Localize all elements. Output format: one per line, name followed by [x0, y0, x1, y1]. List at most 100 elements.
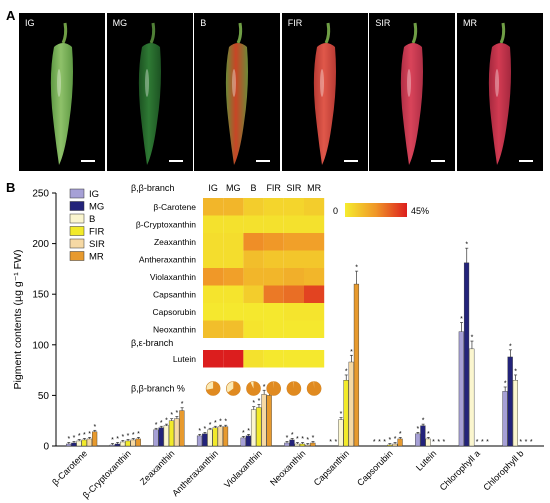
- legend-swatch-fir: [69, 226, 85, 236]
- heatmap-cell: [263, 215, 284, 233]
- significance-mark: *: [127, 433, 130, 440]
- heatmap-cell: [223, 320, 244, 338]
- heatmap-column-label: B: [250, 183, 256, 193]
- x-tick-label: Chlorophyll b: [481, 448, 525, 492]
- not-detected-mark: *: [378, 439, 381, 446]
- heatmap-cell: [263, 350, 284, 368]
- heatmap-cell: [203, 233, 224, 251]
- bar-b: [512, 380, 518, 447]
- significance-mark: *: [224, 419, 227, 426]
- significance-mark: *: [83, 432, 86, 439]
- significance-mark: *: [422, 418, 425, 425]
- pie-slice: [307, 381, 322, 396]
- pie-slice: [227, 381, 241, 396]
- x-tick-label: Capsorubin: [355, 448, 395, 488]
- bar-mg: [158, 427, 164, 447]
- heatmap-cell: [203, 285, 224, 303]
- significance-mark: *: [116, 436, 119, 443]
- significance-mark: *: [121, 434, 124, 441]
- heatmap-cell: [283, 233, 304, 251]
- pepper-photo-sir: SIR: [369, 13, 456, 171]
- heatmap-column-label: IG: [208, 183, 218, 193]
- significance-mark: *: [389, 437, 392, 444]
- bar-sir: [348, 361, 354, 447]
- legend-label: SIR: [89, 239, 105, 250]
- heatmap-cell: [263, 198, 284, 216]
- legend-swatch-sir: [69, 238, 85, 249]
- bar-sir: [261, 394, 267, 447]
- significance-mark: *: [258, 398, 261, 405]
- heatmap-cell: [263, 250, 284, 268]
- pie-slice: [286, 381, 301, 396]
- heatmap-cell: [283, 285, 304, 303]
- significance-mark: *: [176, 410, 179, 417]
- y-tick-label: 200: [32, 239, 49, 250]
- significance-mark: *: [170, 412, 173, 419]
- not-detected-mark: *: [334, 439, 337, 446]
- pepper-icon: [488, 22, 511, 165]
- bar-mr: [266, 395, 272, 447]
- pie-slice: [266, 381, 281, 396]
- heatmap-row-label: β-Carotene: [153, 202, 196, 212]
- bar-b: [163, 425, 169, 447]
- bar-mg: [289, 439, 295, 447]
- heatmap-cell: [304, 233, 325, 251]
- bar-ig: [153, 429, 159, 447]
- significance-mark: *: [427, 431, 430, 438]
- heatmap-cell: [304, 303, 325, 321]
- heatmap-cell: [304, 285, 325, 303]
- heatmap-cell: [263, 233, 284, 251]
- bar-mg: [114, 443, 121, 447]
- heatmap-row-label: β-Cryptoxanthin: [136, 219, 196, 229]
- significance-mark: *: [291, 432, 294, 439]
- heatmap-cell: [223, 250, 244, 268]
- y-tick-label: 150: [32, 290, 49, 301]
- legend-swatch-b: [69, 213, 85, 224]
- panel-a-label: A: [6, 8, 16, 23]
- pepper-icon: [138, 22, 161, 165]
- bar-mg: [245, 435, 251, 447]
- bar-mr: [92, 431, 98, 447]
- heatmap-scale-min: 0: [333, 206, 338, 216]
- heatmap-cell: [283, 215, 304, 233]
- bar-b: [338, 419, 344, 447]
- heatmap-cell: [263, 285, 284, 303]
- heatmap-branch-label: β,ε-branch: [131, 338, 173, 348]
- bar-ig: [109, 444, 115, 447]
- bar-fir: [256, 407, 262, 447]
- pie-slice: [206, 381, 221, 396]
- x-tick-label: Capsanthin: [312, 448, 351, 487]
- bar-mr: [222, 426, 229, 447]
- heatmap-cell: [304, 320, 325, 338]
- heatmap-cell: [243, 233, 264, 251]
- pepper-photo-ig: IG: [19, 13, 105, 171]
- heatmap-column-label: SIR: [286, 183, 302, 193]
- bar-mr: [310, 442, 316, 447]
- significance-mark: *: [465, 242, 468, 249]
- bar-fir: [343, 380, 349, 447]
- heatmap-cell: [283, 303, 304, 321]
- scale-bar: [519, 160, 533, 162]
- pepper-icon: [226, 22, 249, 165]
- y-axis-label: Pigment contents (µg g⁻¹ FW): [12, 250, 24, 390]
- heatmap-cell: [243, 303, 264, 321]
- bar-b: [120, 441, 126, 447]
- y-tick-label: 50: [38, 391, 50, 402]
- heatmap-column-label: FIR: [266, 183, 281, 193]
- bar-mr: [135, 438, 141, 447]
- heatmap-row-label: Violaxanthin: [150, 272, 196, 282]
- x-tick-label: Neoxanthin: [268, 448, 307, 487]
- bar-mr: [179, 410, 185, 447]
- x-tick-label: β-Cryptoxanthin: [81, 448, 133, 500]
- bar-sir: [392, 443, 398, 447]
- y-tick-label: 250: [32, 189, 49, 200]
- pepper-photo-fir: FIR: [281, 13, 368, 171]
- significance-mark: *: [155, 422, 158, 429]
- bar-sir: [305, 444, 311, 447]
- heatmap-cell: [283, 350, 304, 368]
- x-tick-label: Zeaxanthin: [138, 448, 177, 487]
- x-tick-label: Lutein: [414, 448, 438, 472]
- legend-label: B: [89, 214, 95, 225]
- bar-b: [425, 438, 431, 447]
- significance-mark: *: [460, 316, 463, 323]
